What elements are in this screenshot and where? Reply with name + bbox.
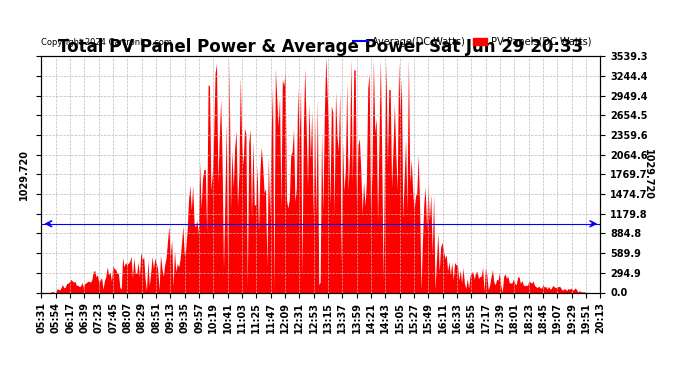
Y-axis label: 1029.720: 1029.720 [19, 149, 29, 200]
Title: Total PV Panel Power & Average Power Sat Jun 29 20:33: Total PV Panel Power & Average Power Sat… [58, 38, 584, 56]
Text: Copyright 2024 Cartronics.com: Copyright 2024 Cartronics.com [41, 38, 172, 47]
Legend: Average(DC Watts), PV Panels(DC Watts): Average(DC Watts), PV Panels(DC Watts) [350, 33, 595, 51]
Y-axis label: 1029.720: 1029.720 [643, 149, 653, 200]
